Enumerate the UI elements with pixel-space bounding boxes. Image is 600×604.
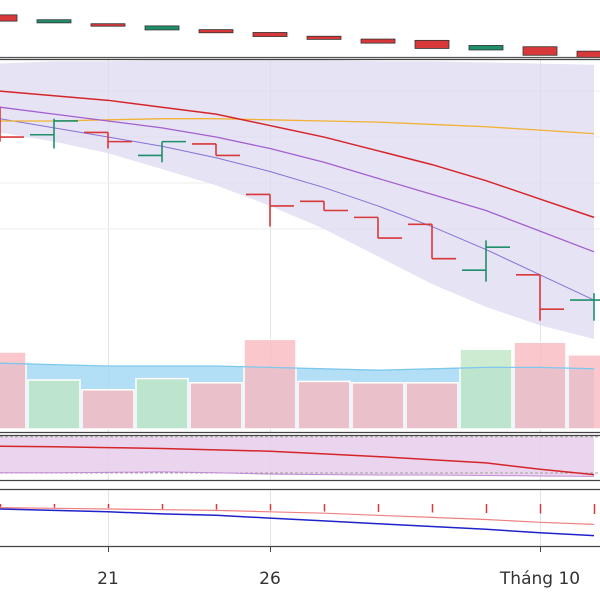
ohlc-bar bbox=[462, 240, 510, 282]
bollinger-band bbox=[0, 60, 594, 340]
ohlc-bar bbox=[570, 293, 600, 321]
volume-bar bbox=[81, 389, 135, 430]
band-mid-line bbox=[0, 118, 595, 301]
ohlc-bar bbox=[354, 216, 402, 239]
x-axis: 21 26 Tháng 10 bbox=[97, 546, 580, 589]
volume-bar bbox=[567, 354, 600, 430]
ohlc-bar bbox=[138, 140, 186, 163]
osc-lower-line bbox=[0, 471, 595, 477]
strip-candle bbox=[414, 39, 450, 49]
top-candle-strip-panel bbox=[0, 14, 600, 59]
strip-candle bbox=[198, 29, 234, 34]
price-panel bbox=[0, 58, 600, 434]
volume-bar bbox=[0, 351, 27, 430]
strip-candle bbox=[0, 14, 18, 22]
volume-bar bbox=[189, 382, 243, 430]
x-tick-label: 26 bbox=[259, 569, 281, 589]
volume-bar bbox=[459, 348, 513, 430]
strip-candle bbox=[36, 19, 72, 24]
ohlc-bar bbox=[0, 107, 24, 142]
volume-ma-line bbox=[0, 362, 595, 371]
ohlc-bar bbox=[192, 143, 240, 157]
strip-candle bbox=[360, 38, 396, 44]
volume-bar bbox=[351, 382, 405, 430]
volume-bar bbox=[405, 382, 459, 430]
ohlc-bar bbox=[30, 118, 78, 149]
ohlc-bar bbox=[408, 223, 456, 260]
ohlc-bar bbox=[300, 200, 348, 212]
ma-red-line bbox=[0, 90, 595, 219]
volume-bar bbox=[135, 377, 189, 430]
strip-candle bbox=[252, 32, 288, 37]
strip-candle bbox=[576, 50, 600, 58]
x-tick-label: 21 bbox=[97, 569, 119, 589]
oscillator-band bbox=[0, 436, 594, 477]
ohlc-bar bbox=[516, 273, 564, 321]
strip-candle bbox=[306, 35, 342, 40]
macd-panel bbox=[0, 488, 600, 548]
oscillator-panel bbox=[0, 434, 600, 482]
strip-candle bbox=[90, 23, 126, 27]
strip-candle bbox=[468, 45, 504, 51]
volume-bar bbox=[27, 379, 81, 430]
ma-purple-line bbox=[0, 106, 595, 253]
volume-bar bbox=[513, 341, 567, 430]
macd-signal-line bbox=[0, 507, 595, 525]
osc-line bbox=[0, 445, 595, 476]
ohlc-bar bbox=[246, 193, 294, 227]
volume-bar bbox=[243, 338, 297, 430]
macd-line bbox=[0, 508, 595, 537]
strip-candle bbox=[144, 25, 180, 31]
x-tick-label: Tháng 10 bbox=[499, 569, 580, 589]
volume-bar bbox=[297, 380, 351, 430]
ohlc-bar bbox=[84, 131, 132, 149]
strip-candle bbox=[522, 46, 558, 56]
